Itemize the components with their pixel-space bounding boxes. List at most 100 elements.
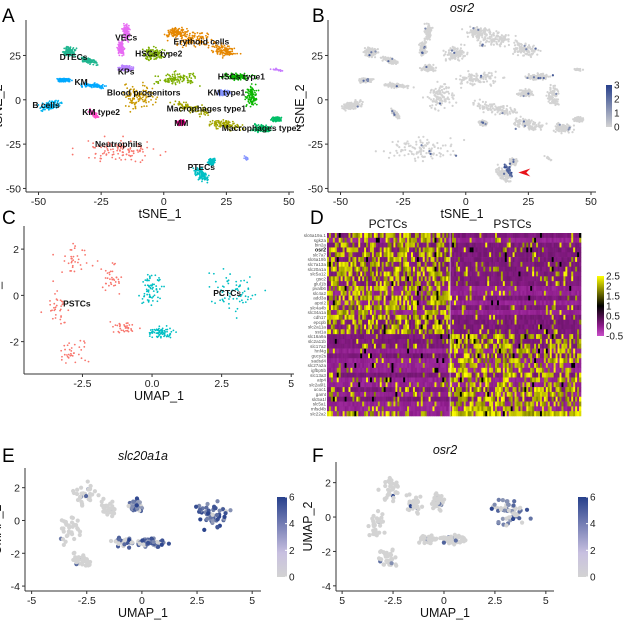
cell-point (92, 145, 94, 148)
cell-point (486, 29, 489, 32)
cell-point (128, 32, 131, 35)
cell-points (340, 22, 585, 183)
cell-point (191, 81, 194, 84)
cell-point (423, 43, 426, 46)
cell-point (356, 102, 359, 106)
cell-point (89, 60, 91, 62)
cell-point (481, 100, 485, 103)
cell-point (393, 61, 397, 64)
cell-point (121, 54, 124, 57)
cell-point (429, 91, 432, 94)
cell-point (500, 34, 503, 37)
cell-point (132, 152, 135, 155)
cell-point (99, 157, 102, 160)
cell-point (188, 76, 191, 79)
cell-point (546, 91, 549, 94)
cell-point (167, 35, 170, 38)
cell-point (214, 159, 217, 162)
cell-point (129, 110, 132, 113)
cell-point (171, 82, 174, 85)
cell-point (277, 117, 280, 119)
cell-point (254, 102, 256, 105)
cell-point (135, 101, 138, 104)
cell-point (442, 49, 445, 52)
cell-point (495, 30, 498, 33)
cell-point (458, 50, 461, 53)
cell-point (469, 82, 472, 85)
cell-point (499, 45, 502, 48)
cell-point (222, 119, 225, 121)
y-tick-label: -25 (6, 139, 21, 151)
cell-point (130, 158, 133, 161)
cell-point (207, 33, 210, 36)
cell-point (176, 78, 179, 81)
cell-point (155, 80, 158, 83)
cell-point (489, 84, 493, 87)
cell-point (192, 72, 195, 75)
cell-point (483, 36, 487, 39)
cell-point (249, 105, 252, 108)
cell-point (174, 100, 177, 103)
cell-point (482, 72, 485, 76)
cell-point (224, 46, 226, 49)
cell-point (545, 94, 548, 97)
x-tick-label: 25 (221, 196, 233, 208)
cell-point (463, 43, 466, 47)
cell-point (174, 26, 177, 29)
cell-point (536, 53, 539, 56)
cell-point (207, 174, 210, 177)
cell-point (188, 74, 191, 77)
cell-point (171, 29, 173, 32)
cell-point (524, 89, 527, 92)
cell-point (402, 85, 405, 89)
cell-point (472, 77, 476, 81)
cell-point (247, 98, 250, 100)
cell-point (490, 38, 493, 41)
cell-point (167, 78, 170, 81)
cell-point (275, 119, 277, 121)
cell-point (140, 97, 143, 100)
cell-point (140, 105, 143, 108)
cell-point (485, 80, 489, 83)
cell-point (126, 23, 128, 26)
cell-point (475, 72, 478, 75)
cell-point (119, 43, 122, 46)
cell-point (476, 39, 479, 42)
cell-point (120, 158, 123, 161)
cell-point (154, 75, 157, 78)
cell-point (473, 99, 476, 102)
cell-point (189, 32, 191, 35)
x-tick-label: -25 (396, 196, 411, 208)
cell-point (449, 51, 452, 55)
cell-point (75, 47, 78, 50)
cell-point (123, 30, 126, 33)
y-axis-label: tSNE_2 (0, 84, 5, 127)
cluster-label: HSCs type1 (218, 72, 266, 82)
cell-point (215, 127, 218, 130)
cell-point (195, 173, 198, 176)
cell-point (462, 55, 465, 58)
cell-point (166, 80, 169, 82)
cell-point (340, 105, 344, 108)
cell-point (116, 149, 119, 152)
cell-point (446, 96, 449, 99)
cell-point (250, 92, 253, 95)
cell-point (188, 72, 191, 75)
cell-point (432, 70, 435, 73)
cell-point (225, 48, 228, 50)
cell-point (124, 33, 127, 36)
cluster-label: PTECs (188, 162, 216, 172)
cell-point (388, 57, 391, 61)
cell-point (495, 35, 498, 38)
cell-point (353, 102, 356, 105)
cell-point (455, 49, 458, 53)
cell-point (359, 81, 362, 84)
cell-point (219, 52, 222, 55)
cell-point (231, 53, 234, 56)
cell-point (360, 103, 363, 106)
cell-point (178, 100, 181, 103)
cell-point (201, 180, 203, 183)
cell-point (429, 35, 432, 38)
cell-point (211, 119, 214, 122)
cell-point (117, 152, 120, 155)
